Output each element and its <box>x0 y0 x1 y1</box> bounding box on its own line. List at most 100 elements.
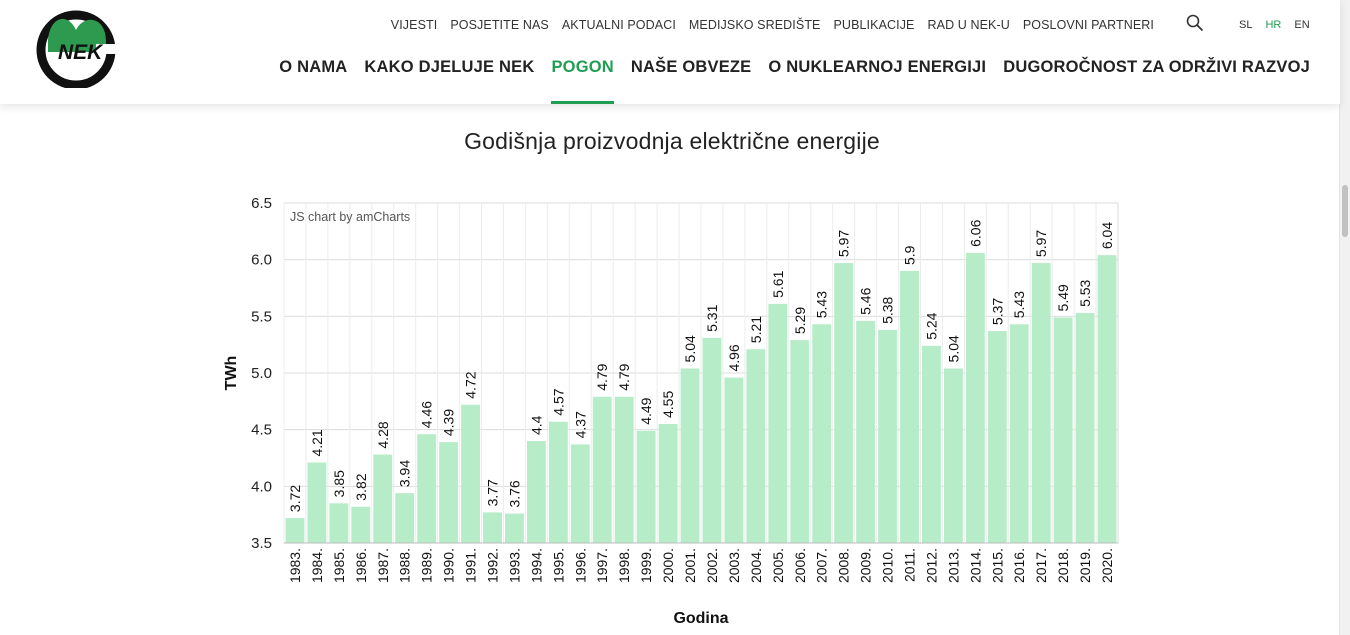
chart-credit: JS chart by amCharts <box>290 210 410 224</box>
top-nav-poslovni-partneri[interactable]: POSLOVNI PARTNERI <box>1022 18 1154 32</box>
bar-value-label: 5.24 <box>923 312 939 339</box>
bar-value-label: 4.79 <box>594 363 610 390</box>
bar-value-label: 3.82 <box>353 473 369 500</box>
bar <box>570 444 590 543</box>
y-tick-label: 6.0 <box>251 252 272 269</box>
x-tick-label: 1991. <box>463 548 479 583</box>
x-tick-label: 1995. <box>550 548 566 583</box>
x-tick-label: 2010. <box>880 548 896 583</box>
bar <box>351 506 371 543</box>
top-nav-publikacije[interactable]: PUBLIKACIJE <box>833 18 915 32</box>
bar-value-label: 4.39 <box>441 409 457 436</box>
x-tick-label: 1988. <box>397 548 413 583</box>
x-tick-label: 2000. <box>660 548 676 583</box>
bar <box>658 424 678 543</box>
bar-value-label: 5.97 <box>836 230 852 257</box>
bar-value-label: 4.57 <box>550 388 566 415</box>
top-nav-rad-u-nek-u[interactable]: RAD U NEK-U <box>927 18 1010 32</box>
bar-value-label: 5.43 <box>1011 291 1027 318</box>
bar-value-label: 4.96 <box>726 344 742 371</box>
bar <box>1009 324 1029 543</box>
lang-sl[interactable]: SL <box>1239 19 1253 31</box>
top-nav-aktualni-podaci[interactable]: AKTUALNI PODACI <box>561 18 676 32</box>
bar <box>812 324 832 543</box>
x-tick-label: 1987. <box>375 548 391 583</box>
y-tick-label: 4.5 <box>251 422 272 439</box>
bar <box>548 421 568 543</box>
bar-value-label: 6.06 <box>967 219 983 246</box>
bar <box>790 340 810 543</box>
site-header: NEK VIJESTI POSJETITE NAS AKTUALNI PODACI M… <box>0 0 1340 104</box>
y-tick-label: 4.0 <box>251 478 272 495</box>
y-tick-label: 5.5 <box>251 308 272 325</box>
main-nav-kako-djeluje-nek[interactable]: KAKO DJELUJE NEK <box>364 58 535 76</box>
y-axis-title: TWh <box>223 356 240 391</box>
main-nav: O NAMA KAKO DJELUJE NEK POGON NAŠE OBVEZE O … <box>279 58 1310 104</box>
x-tick-label: 2017. <box>1033 548 1049 583</box>
x-tick-label: 2003. <box>726 548 742 583</box>
bar-value-label: 5.53 <box>1077 279 1093 306</box>
bar <box>505 513 524 543</box>
bar-value-label: 5.21 <box>748 316 764 343</box>
bar <box>768 303 788 543</box>
bar <box>395 493 415 543</box>
x-tick-label: 2005. <box>770 548 786 583</box>
bar <box>329 503 349 543</box>
bar <box>307 462 327 543</box>
bar-value-label: 4.4 <box>528 415 544 435</box>
x-tick-label: 1996. <box>572 548 588 583</box>
bar <box>922 345 941 543</box>
bar-value-label: 5.43 <box>814 291 830 318</box>
bar-value-label: 5.97 <box>1033 230 1049 257</box>
bar-value-label: 5.04 <box>945 335 961 362</box>
x-tick-label: 2020. <box>1099 548 1115 583</box>
x-tick-label: 2019. <box>1077 548 1093 583</box>
bar <box>702 337 722 543</box>
main-nav-o-nuklearnoj-energiji[interactable]: O NUKLEARNOJ ENERGIJI <box>768 58 987 76</box>
x-tick-label: 2013. <box>945 548 961 583</box>
bar-value-label: 5.49 <box>1055 284 1071 311</box>
bar-value-label: 4.55 <box>660 391 676 418</box>
top-nav-medijsko-srediste[interactable]: MEDIJSKO SREDIŠTE <box>688 18 821 32</box>
bar-value-label: 3.94 <box>397 460 413 487</box>
bar <box>987 331 1007 543</box>
x-tick-label: 1990. <box>441 548 457 583</box>
top-nav-vijesti[interactable]: VIJESTI <box>390 18 438 32</box>
lang-en[interactable]: EN <box>1294 19 1310 31</box>
x-tick-label: 2004. <box>748 548 764 583</box>
x-tick-label: 1985. <box>331 548 347 583</box>
bar <box>285 518 305 543</box>
lang-hr[interactable]: HR <box>1265 19 1282 31</box>
x-axis-title: Godina <box>673 610 728 627</box>
x-tick-label: 2011. <box>902 548 918 582</box>
scrollbar-thumb[interactable] <box>1342 185 1348 237</box>
nek-logo[interactable]: NEK <box>32 8 122 88</box>
bar <box>636 430 656 543</box>
main-nav-nase-obveze[interactable]: NAŠE OBVEZE <box>630 58 752 76</box>
top-nav-posjetite-nas[interactable]: POSJETITE NAS <box>450 18 549 32</box>
main-nav-o-nama[interactable]: O NAMA <box>279 58 348 76</box>
bar-value-label: 6.04 <box>1099 222 1115 249</box>
main-nav-pogon[interactable]: POGON <box>551 58 615 104</box>
bar <box>878 329 897 543</box>
bar-value-label: 5.38 <box>880 296 896 323</box>
x-tick-label: 2014. <box>967 548 983 583</box>
bar <box>1075 312 1095 543</box>
x-tick-label: 1984. <box>309 548 325 583</box>
main-nav-dugorocnost-za-odrzivi-razvoj[interactable]: DUGOROČNOST ZA ODRŽIVI RAZVOJ <box>1003 58 1310 76</box>
x-tick-label: 2015. <box>989 548 1005 583</box>
search-icon[interactable] <box>1186 14 1204 32</box>
bar <box>592 396 612 543</box>
bar <box>746 349 766 543</box>
x-tick-label: 2012. <box>923 548 939 583</box>
bar-value-label: 3.85 <box>331 470 347 497</box>
scrollbar[interactable] <box>1339 0 1350 635</box>
bar-value-label: 4.37 <box>572 411 588 438</box>
bar-value-label: 4.49 <box>638 397 654 424</box>
bar-value-label: 5.61 <box>770 270 786 297</box>
x-tick-label: 1993. <box>506 548 522 583</box>
top-nav: VIJESTI POSJETITE NAS AKTUALNI PODACI MEDIJ… <box>391 18 1154 32</box>
x-tick-label: 2006. <box>792 548 808 583</box>
bar <box>965 252 985 543</box>
